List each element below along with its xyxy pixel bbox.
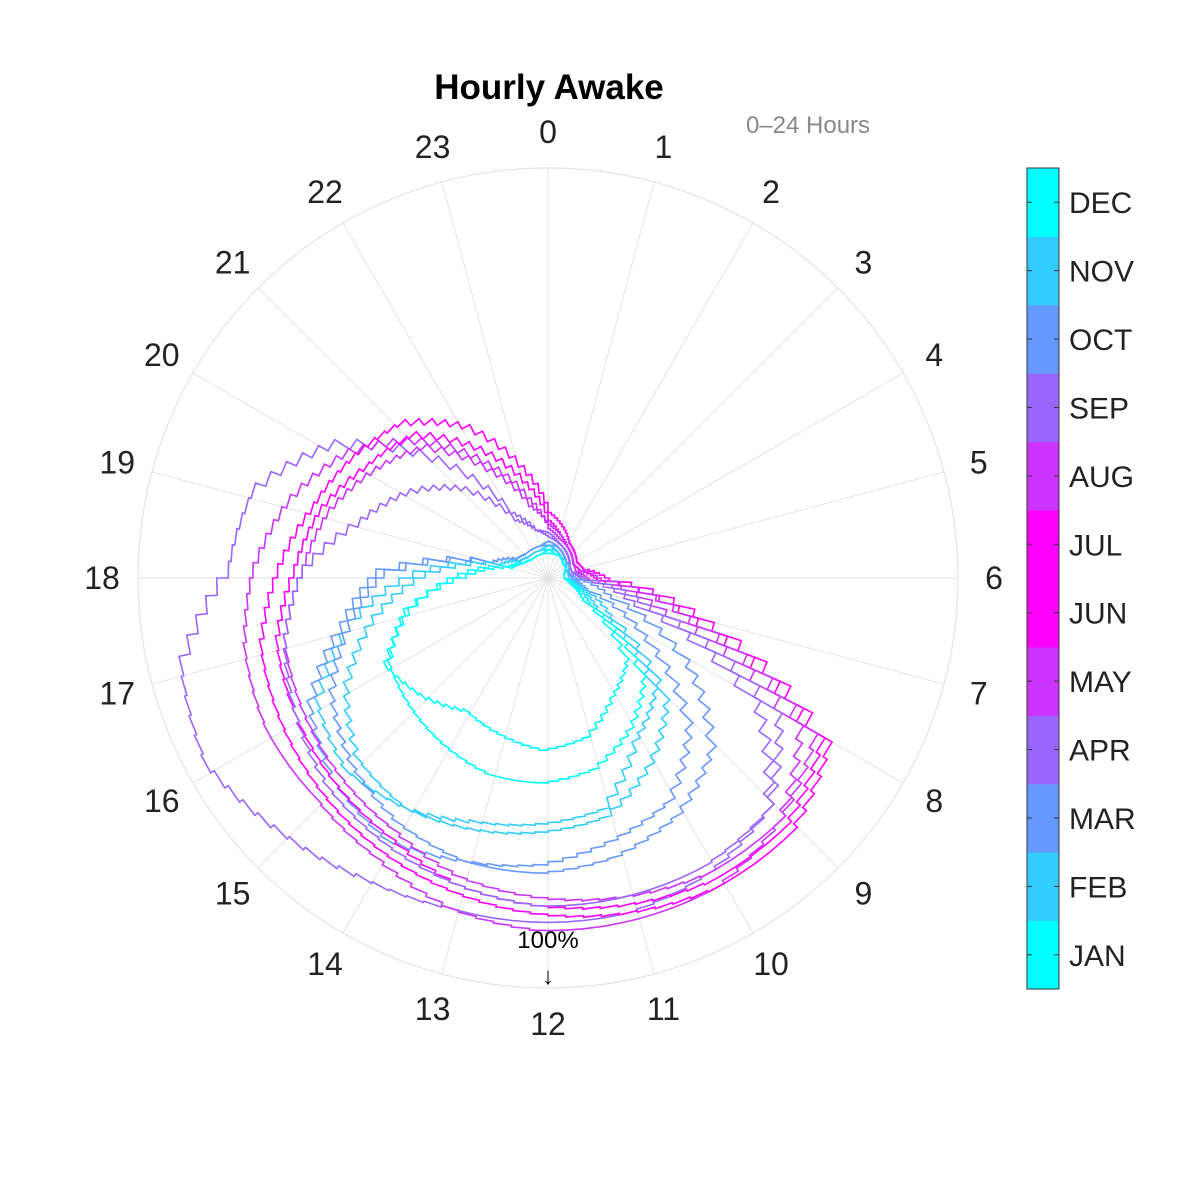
grid-spoke	[192, 577, 549, 784]
colorbar-segment	[1027, 168, 1059, 237]
hour-tick-label: 6	[985, 560, 1003, 596]
colorbar: JAN FEB MAR APR MAY JUN JUL AUG SEP OCT NOV DEC	[1026, 167, 1136, 990]
grid-spoke	[257, 287, 549, 579]
grid-spoke	[547, 222, 754, 579]
series-line-aug	[282, 442, 820, 902]
hour-tick-label: 16	[144, 783, 180, 819]
colorbar-segment	[1027, 441, 1059, 511]
series-line-oct	[327, 540, 718, 875]
grid-spoke	[547, 577, 945, 685]
colorbar-segment	[1027, 783, 1059, 853]
colorbar-segment	[1027, 852, 1059, 922]
colorbar-label: NOV	[1069, 256, 1134, 289]
colorbar-label: SEP	[1069, 392, 1129, 425]
colorbar-segment	[1027, 646, 1059, 716]
angle-range-note: 0–24 Hours	[746, 112, 870, 139]
series-line-sep	[282, 483, 785, 907]
colorbar-label: MAR	[1069, 803, 1136, 836]
hour-tick-label: 2	[762, 174, 780, 210]
hour-tick-label: 4	[925, 337, 943, 373]
hour-tick-label: 3	[854, 245, 872, 281]
grid-spoke	[547, 577, 655, 975]
colorbar-label: JUN	[1069, 598, 1127, 631]
colorbar-label: APR	[1069, 735, 1131, 768]
colorbar-label: JUL	[1069, 529, 1122, 562]
colorbar-segment	[1027, 510, 1059, 579]
colorbar-segment	[1027, 236, 1059, 306]
radius-max-label: 100%	[517, 927, 578, 954]
hour-tick-label: 22	[307, 174, 343, 210]
series-lines	[178, 417, 834, 932]
colorbar-frame	[1026, 167, 1060, 990]
hour-tick-label: 12	[530, 1006, 566, 1042]
colorbar-label: FEB	[1069, 871, 1127, 904]
colorbar-label: AUG	[1069, 461, 1134, 494]
colorbar-label: MAY	[1069, 666, 1132, 699]
hour-tick-label: 21	[215, 245, 251, 281]
hour-tick-label: 19	[99, 445, 135, 481]
hour-tick-label: 13	[415, 991, 451, 1027]
grid-spoke	[547, 181, 655, 579]
hour-tick-label: 8	[925, 783, 943, 819]
grid-spoke	[547, 372, 904, 579]
hour-tick-label: 15	[215, 875, 251, 911]
hour-tick-label: 0	[539, 114, 557, 150]
colorbar-segment	[1027, 920, 1059, 990]
hour-tick-label: 1	[655, 129, 673, 165]
colorbar-segment	[1027, 373, 1059, 443]
radius-arrow-icon: ↓	[542, 963, 554, 990]
grid-spoke	[257, 577, 549, 869]
hour-tick-label: 11	[647, 991, 680, 1027]
hour-tick-label: 9	[854, 875, 872, 911]
colorbar-label: OCT	[1069, 324, 1132, 357]
series-line-dec	[386, 548, 648, 784]
grid-spoke	[441, 181, 549, 579]
hour-tick-label: 18	[84, 560, 120, 596]
colorbar-segment	[1027, 578, 1059, 648]
hour-tick-label: 20	[144, 337, 180, 373]
grid-spoke	[342, 577, 549, 934]
hour-tick-label: 17	[99, 675, 135, 711]
grid-spoke	[547, 287, 839, 579]
hour-tick-label: 10	[753, 946, 789, 982]
colorbar-segment	[1027, 715, 1059, 785]
hour-tick-label: 14	[307, 946, 343, 982]
colorbar-segment	[1027, 304, 1059, 374]
hour-tick-label: 23	[415, 129, 451, 165]
hour-tick-label: 5	[970, 445, 988, 481]
chart-title: Hourly Awake	[434, 68, 664, 107]
colorbar-label: JAN	[1069, 940, 1126, 973]
colorbar-label: DEC	[1069, 187, 1132, 220]
hour-tick-label: 7	[970, 675, 988, 711]
series-line-jul	[258, 417, 834, 919]
grid-spoke	[547, 471, 945, 579]
